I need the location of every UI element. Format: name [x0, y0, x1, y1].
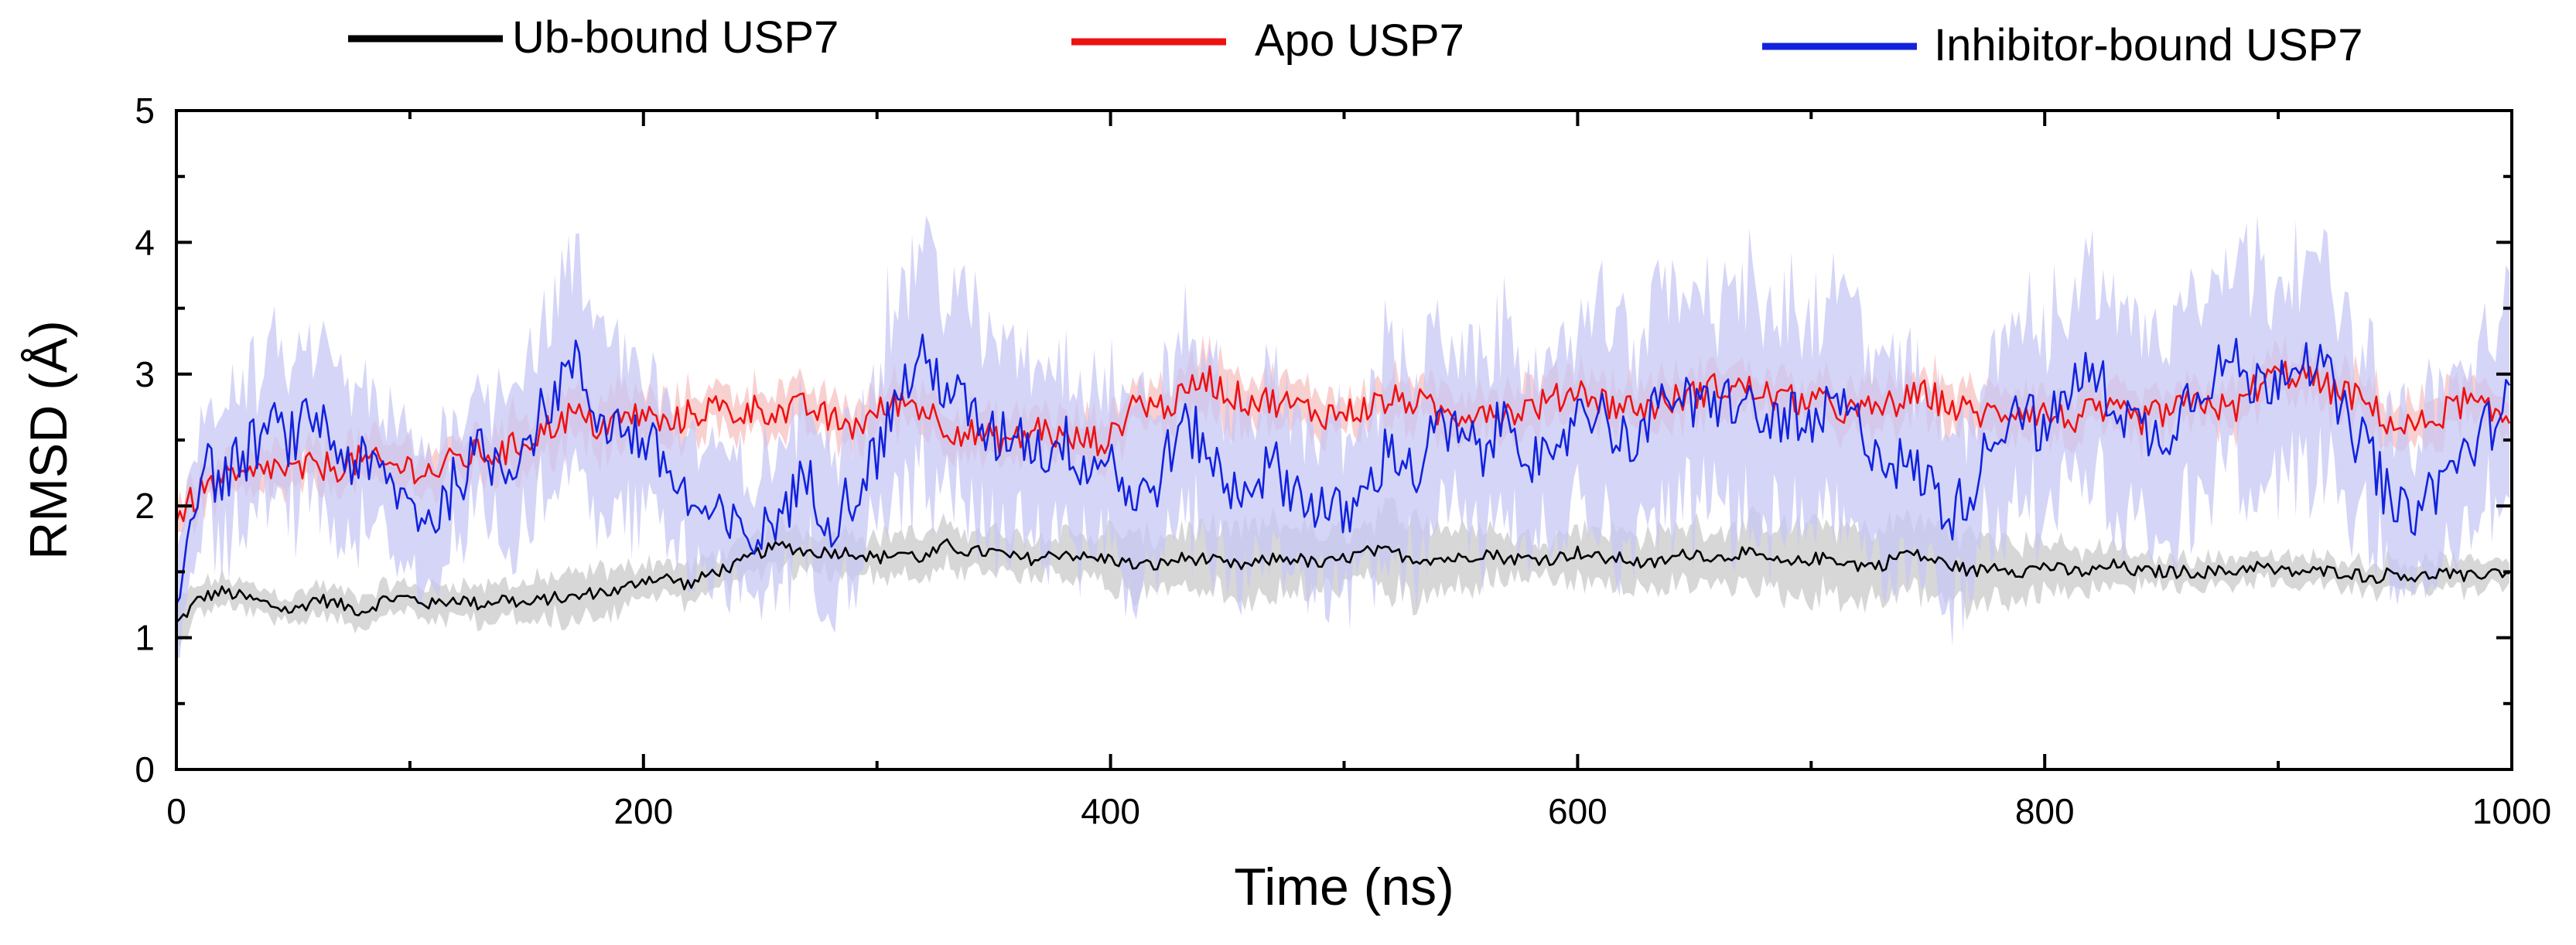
- x-axis-title: Time (ns): [1234, 858, 1454, 916]
- y-tick-label: 4: [135, 222, 155, 262]
- x-tick-label: 600: [1548, 791, 1607, 831]
- x-tick-labels: 0 200 400 600 800 1000: [166, 791, 2551, 831]
- confidence-bands: [176, 215, 2509, 659]
- legend: Ub-bound USP7 Apo USP7 Inhibitor-bound U…: [348, 12, 2363, 70]
- legend-item-inhibitor-bound[interactable]: Inhibitor-bound USP7: [1762, 20, 2363, 70]
- series-lines: [175, 333, 2511, 623]
- legend-label-apo: Apo USP7: [1255, 15, 1464, 66]
- legend-label-ub-bound: Ub-bound USP7: [512, 12, 839, 63]
- x-tick-label: 1000: [2472, 791, 2551, 831]
- legend-item-ub-bound[interactable]: Ub-bound USP7: [348, 12, 839, 63]
- y-tick-label: 3: [135, 354, 155, 394]
- y-axis-title: RMSD (Å): [19, 320, 78, 560]
- y-tick-label: 5: [135, 90, 155, 131]
- series-line-apo: [175, 360, 2511, 523]
- x-tick-label: 800: [2015, 791, 2075, 831]
- x-tick-label: 0: [166, 791, 186, 831]
- series-line-inhibitor-bound: [175, 333, 2511, 605]
- band-apo: [176, 333, 2509, 536]
- series-line-ub-bound: [176, 538, 2510, 623]
- x-tick-label: 400: [1081, 791, 1140, 831]
- y-tick-label: 2: [135, 486, 155, 526]
- band-inhibitor-bound: [176, 215, 2509, 659]
- y-tick-labels: 0 1 2 3 4 5: [135, 90, 155, 790]
- y-tick-label: 0: [135, 749, 155, 790]
- axis-ticks: [175, 109, 2513, 771]
- x-tick-label: 200: [613, 791, 673, 831]
- y-tick-label: 1: [135, 618, 155, 658]
- legend-item-apo[interactable]: Apo USP7: [1071, 15, 1464, 66]
- legend-label-inhibitor-bound: Inhibitor-bound USP7: [1934, 20, 2363, 70]
